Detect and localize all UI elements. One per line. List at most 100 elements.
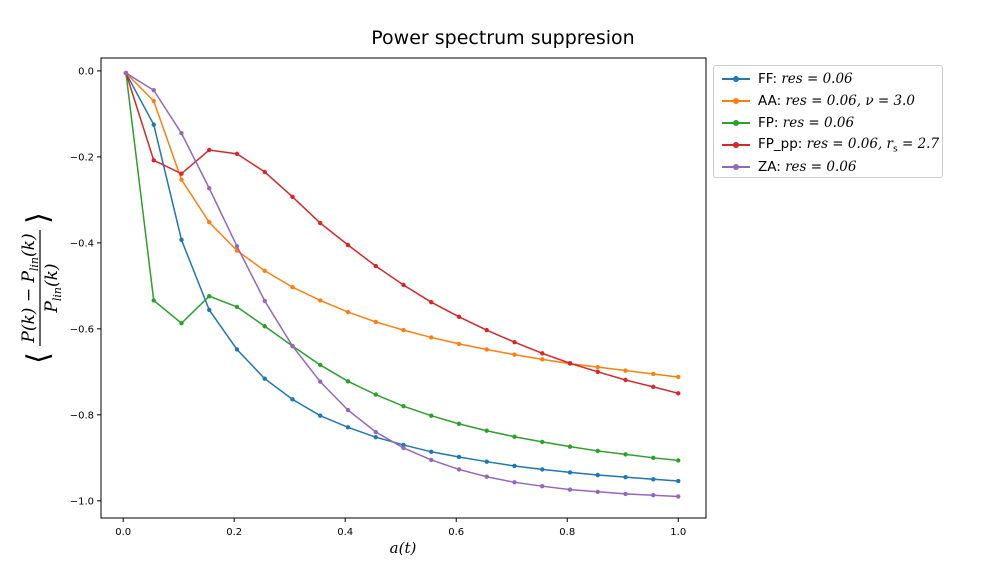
data-point (290, 397, 295, 402)
x-tick-label: 0.4 (337, 527, 353, 538)
data-point (318, 379, 323, 384)
series-4 (123, 70, 681, 499)
plot-area (100, 57, 707, 519)
data-point (540, 357, 545, 362)
legend-label: ZA: res = 0.06 (758, 159, 857, 175)
svg-text:⟨: ⟨ (21, 352, 56, 364)
data-point (262, 169, 267, 175)
data-point (401, 282, 406, 288)
data-point (456, 454, 462, 460)
data-point (373, 429, 378, 435)
data-point (151, 158, 156, 163)
data-point (345, 425, 351, 430)
data-point (456, 467, 462, 472)
data-point (373, 263, 378, 269)
data-point (676, 458, 681, 463)
data-point (318, 220, 323, 226)
y-tick-label: −0.8 (70, 410, 94, 421)
data-point (540, 467, 545, 472)
data-point (540, 483, 545, 489)
data-point (373, 319, 378, 325)
data-point (567, 470, 573, 475)
data-point (234, 304, 240, 310)
data-point (151, 98, 156, 104)
legend-item: FF: res = 0.06 (722, 69, 853, 89)
data-point (456, 421, 462, 427)
data-point (623, 452, 628, 457)
series-layer (123, 70, 681, 499)
data-point (207, 147, 212, 153)
series-1 (123, 70, 681, 380)
legend-label: FF: res = 0.06 (758, 71, 853, 87)
data-point (207, 186, 212, 191)
data-point (595, 369, 600, 375)
data-point (373, 392, 378, 397)
legend-item: FP_pp: res = 0.06, rs = 2.7 (722, 135, 939, 155)
data-point (179, 131, 184, 136)
data-point (484, 474, 489, 479)
data-point (290, 284, 295, 290)
data-point (623, 377, 628, 383)
svg-text:⟩: ⟩ (21, 212, 56, 224)
data-point (234, 151, 240, 157)
legend-swatch (722, 69, 750, 89)
data-point (234, 244, 240, 249)
data-point (290, 194, 295, 200)
data-point (207, 307, 212, 313)
data-point (623, 491, 628, 497)
data-point (484, 459, 489, 464)
data-point (484, 428, 489, 433)
legend: FF: res = 0.06 AA: res = 0.06, ν = 3.0 FP:… (713, 65, 943, 178)
data-point (401, 442, 406, 448)
data-point (512, 352, 517, 357)
series-2 (123, 70, 681, 463)
y-axis-label: ⟨ P(k) − Plin(k) Plin(k) ⟩ (19, 212, 64, 364)
data-point (676, 478, 681, 484)
legend-swatch (722, 91, 750, 111)
data-point (345, 407, 351, 413)
data-point (676, 374, 681, 380)
x-tick-label: 0.6 (448, 527, 464, 538)
series-0 (123, 70, 681, 484)
y-tick-label: −0.6 (70, 324, 94, 335)
x-tick-label: 1.0 (670, 527, 686, 538)
data-point (207, 220, 212, 225)
data-point (179, 237, 184, 243)
x-tick-label: 0.2 (226, 527, 242, 538)
data-point (318, 413, 323, 418)
data-point (512, 480, 517, 485)
data-point (595, 472, 600, 478)
y-tick-label: −1.0 (70, 496, 94, 507)
data-point (429, 335, 434, 340)
legend-swatch (722, 113, 750, 133)
y-tick-label: −0.2 (70, 152, 94, 163)
series-line (125, 72, 679, 395)
legend-label: AA: res = 0.06, ν = 3.0 (758, 93, 915, 109)
x-tick-label: 0.8 (559, 527, 575, 538)
data-point (262, 324, 267, 329)
data-point (512, 339, 517, 345)
data-point (429, 457, 434, 463)
legend-item: ZA: res = 0.06 (722, 157, 856, 177)
series-3 (123, 70, 681, 396)
data-point (651, 384, 656, 390)
data-point (567, 444, 573, 449)
data-point (651, 493, 656, 498)
data-point (512, 434, 517, 439)
legend-swatch (722, 157, 750, 177)
data-point (290, 343, 295, 349)
data-point (401, 445, 406, 451)
data-point (595, 448, 600, 454)
data-point (595, 364, 600, 370)
data-point (207, 293, 212, 299)
data-point (151, 88, 156, 93)
x-axis-label: a(t) (390, 539, 417, 557)
data-point (484, 347, 489, 352)
data-point (151, 298, 156, 303)
y-axis: 0.0 −0.2 −0.4 −0.6 −0.8 −1.0 (70, 66, 101, 507)
data-point (540, 439, 545, 445)
data-point (651, 371, 656, 377)
data-point (540, 351, 545, 356)
data-point (676, 494, 681, 499)
y-tick-label: −0.4 (70, 238, 94, 249)
